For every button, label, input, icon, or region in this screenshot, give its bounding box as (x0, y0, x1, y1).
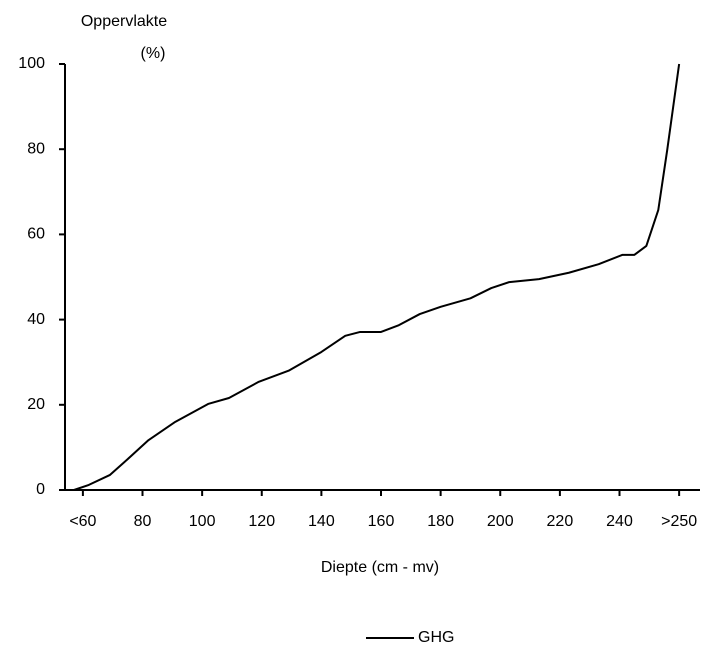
x-tick-label: 80 (134, 513, 152, 530)
x-axis-label: Diepte (cm - mv) (321, 559, 439, 576)
y-tick-label: 40 (27, 311, 45, 328)
x-tick-label: 140 (308, 513, 335, 530)
y-tick-label: 0 (36, 481, 45, 498)
x-tick-label: 180 (427, 513, 454, 530)
x-tick-label: 240 (606, 513, 633, 530)
y-tick-label: 60 (27, 226, 45, 243)
x-tick-label: <60 (69, 513, 96, 530)
y-tick-label: 80 (27, 140, 45, 157)
y-axis-label: Oppervlakte (81, 13, 167, 30)
y-tick-label: 100 (18, 55, 45, 72)
x-tick-label: 160 (368, 513, 395, 530)
data-line (73, 63, 681, 491)
x-tick-label: 200 (487, 513, 514, 530)
x-tick-label: 120 (248, 513, 275, 530)
legend-label: GHG (418, 629, 454, 645)
y-tick-label: 20 (27, 396, 45, 413)
y-axis-label: (%) (141, 45, 166, 62)
x-tick-label: >250 (661, 513, 697, 530)
x-tick-label: 220 (547, 513, 574, 530)
x-tick-label: 100 (189, 513, 216, 530)
